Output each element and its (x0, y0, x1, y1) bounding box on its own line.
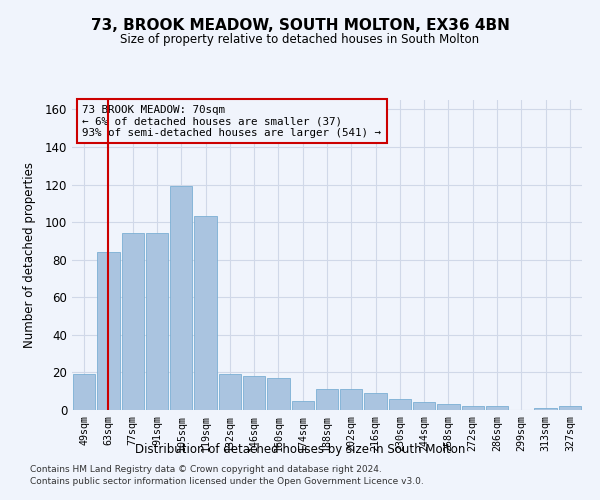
Bar (194, 216, 217, 410)
Bar (122, 234, 144, 410)
Bar (170, 186, 193, 410)
Y-axis label: Number of detached properties: Number of detached properties (23, 162, 37, 348)
Bar (243, 376, 265, 410)
Bar (218, 374, 241, 410)
Bar (146, 234, 168, 410)
Bar (73, 374, 95, 410)
Bar (535, 408, 557, 410)
Bar (316, 390, 338, 410)
Bar (559, 406, 581, 410)
Bar (413, 402, 436, 410)
Text: Distribution of detached houses by size in South Molton: Distribution of detached houses by size … (135, 442, 465, 456)
Text: Contains HM Land Registry data © Crown copyright and database right 2024.: Contains HM Land Registry data © Crown c… (30, 466, 382, 474)
Text: Contains public sector information licensed under the Open Government Licence v3: Contains public sector information licen… (30, 476, 424, 486)
Bar (461, 406, 484, 410)
Bar (340, 390, 362, 410)
Bar (389, 398, 411, 410)
Bar (97, 252, 119, 410)
Text: Size of property relative to detached houses in South Molton: Size of property relative to detached ho… (121, 32, 479, 46)
Bar (267, 378, 290, 410)
Bar (292, 400, 314, 410)
Text: 73, BROOK MEADOW, SOUTH MOLTON, EX36 4BN: 73, BROOK MEADOW, SOUTH MOLTON, EX36 4BN (91, 18, 509, 32)
Bar (486, 406, 508, 410)
Bar (437, 404, 460, 410)
Bar (364, 393, 387, 410)
Text: 73 BROOK MEADOW: 70sqm
← 6% of detached houses are smaller (37)
93% of semi-deta: 73 BROOK MEADOW: 70sqm ← 6% of detached … (82, 104, 381, 138)
